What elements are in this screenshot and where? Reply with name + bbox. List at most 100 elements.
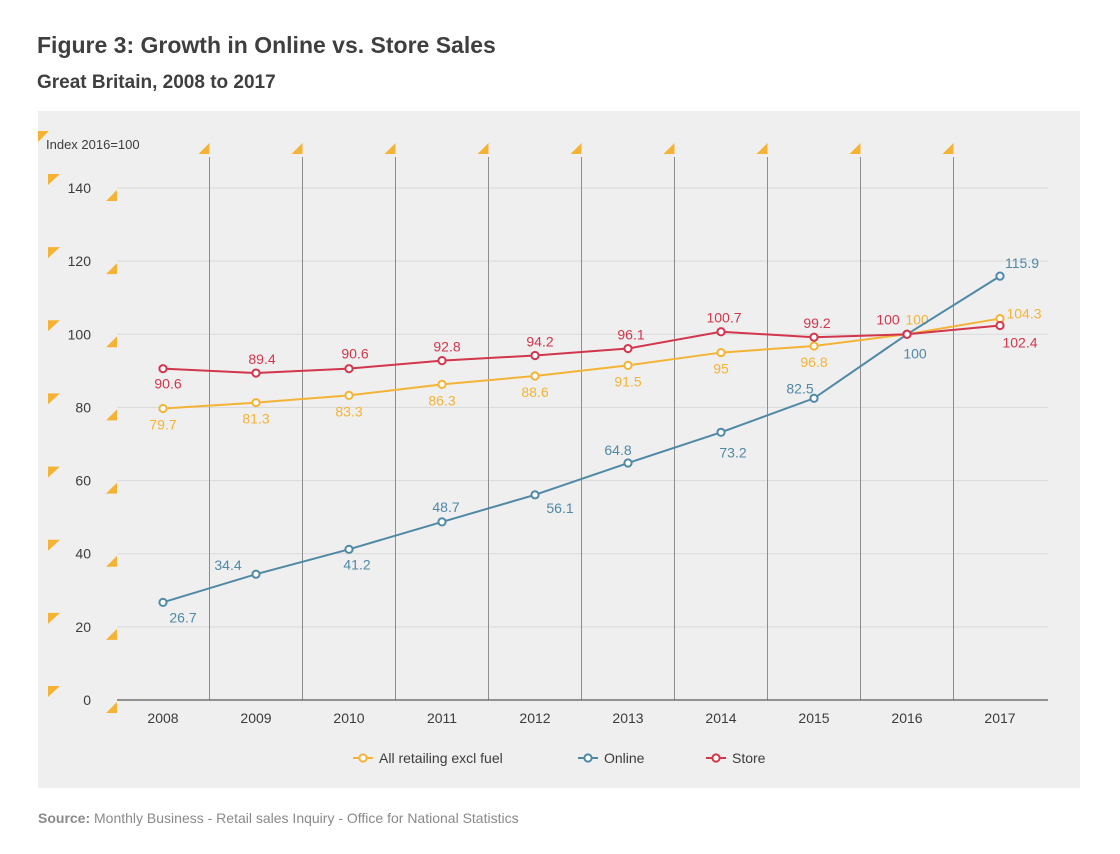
- data-point: [437, 379, 447, 389]
- data-label: 100: [903, 345, 927, 361]
- y-tick-label: 80: [75, 399, 91, 415]
- series-line: [162, 317, 1001, 410]
- data-label: 102.4: [1002, 335, 1037, 351]
- data-label: 100: [905, 311, 929, 327]
- data-label: 100.7: [706, 310, 741, 326]
- data-label: 41.2: [343, 556, 370, 572]
- ytick-marker-left: [48, 174, 60, 185]
- data-label: 91.5: [614, 373, 641, 389]
- series-line: [162, 324, 1001, 375]
- data-point: [809, 341, 819, 351]
- ytick-marker-right: [106, 702, 117, 713]
- data-label: 79.7: [149, 417, 176, 433]
- x-tick-label: 2015: [798, 710, 829, 726]
- data-point: [809, 393, 819, 403]
- x-tick-label: 2010: [333, 710, 364, 726]
- line-chart: 0 20 40 60 80 100 120 140 2008 2009 2010 2011 2012 20…: [38, 131, 1048, 766]
- ytick-marker-left: [48, 539, 60, 551]
- data-point: [344, 390, 354, 400]
- data-point: [158, 403, 168, 414]
- ytick-marker-left: [48, 612, 60, 624]
- column-top-marker: [570, 143, 582, 154]
- data-point: [716, 347, 726, 358]
- source-note: Source: Monthly Business - Retail sales …: [38, 810, 519, 826]
- data-label: 99.2: [803, 315, 830, 331]
- ytick-marker-left: [48, 320, 60, 332]
- data-label: 86.3: [428, 392, 455, 408]
- chart-panel: [38, 111, 1080, 788]
- y-tick-label: 40: [75, 546, 91, 562]
- data-label: 88.6: [521, 384, 548, 400]
- data-point: [251, 398, 261, 408]
- legend-marker: [358, 753, 368, 763]
- data-label: 100: [876, 311, 900, 327]
- data-label: 115.9: [1005, 255, 1039, 271]
- data-point: [716, 427, 726, 437]
- data-label: 83.3: [335, 403, 362, 419]
- y-tick-label: 140: [68, 180, 92, 196]
- data-label: 26.7: [169, 609, 196, 625]
- data-point: [158, 597, 168, 607]
- legend-marker: [583, 753, 593, 763]
- data-point: [251, 569, 261, 579]
- data-point: [995, 320, 1005, 331]
- data-point: [623, 360, 633, 370]
- data-label: 56.1: [546, 500, 573, 516]
- source-text: Monthly Business - Retail sales Inquiry …: [94, 810, 519, 826]
- data-point: [995, 271, 1005, 281]
- y-tick-label: 120: [68, 253, 92, 269]
- data-label: 104.3: [1006, 306, 1041, 322]
- chart-title: Figure 3: Growth in Online vs. Store Sal…: [37, 32, 496, 58]
- x-tick-label: 2012: [519, 710, 550, 726]
- x-tick-label: 2008: [147, 710, 178, 726]
- data-label: 95: [713, 361, 729, 377]
- data-point: [251, 368, 261, 378]
- column-top-marker: [198, 143, 210, 154]
- ytick-marker-left: [48, 393, 60, 405]
- ytick-marker-right: [106, 336, 117, 348]
- y-tick-label: 60: [75, 473, 91, 489]
- data-label: 96.8: [800, 354, 827, 370]
- data-point: [623, 343, 633, 354]
- x-tick-label: 2016: [891, 710, 922, 726]
- column-top-marker: [291, 143, 303, 154]
- x-tick-label: 2017: [984, 710, 1015, 726]
- ytick-marker-right: [106, 263, 117, 275]
- data-point: [530, 350, 540, 361]
- y-tick-label: 20: [75, 619, 91, 635]
- series-line: [162, 275, 1001, 604]
- column-top-marker: [663, 143, 675, 154]
- ytick-marker-right: [106, 482, 117, 494]
- y-axis-title: Index 2016=100: [46, 137, 140, 152]
- data-label: 90.6: [341, 346, 368, 362]
- legend-label: Online: [604, 750, 645, 766]
- data-point: [437, 356, 447, 366]
- data-label: 82.5: [786, 380, 813, 396]
- data-point: [716, 327, 726, 337]
- data-point: [902, 329, 912, 339]
- data-label: 90.6: [154, 376, 181, 392]
- data-label: 94.2: [526, 333, 553, 349]
- x-tick-label: 2014: [705, 710, 736, 726]
- data-label: 96.1: [617, 327, 644, 343]
- source-label: Source:: [38, 810, 91, 826]
- ytick-marker-right: [106, 628, 117, 640]
- column-top-marker: [849, 143, 861, 154]
- legend-marker: [711, 753, 721, 763]
- axis-title-marker: [38, 131, 49, 142]
- ytick-marker-right: [106, 190, 117, 201]
- data-label: 34.4: [214, 557, 241, 573]
- data-point: [623, 458, 633, 468]
- data-point: [437, 517, 447, 527]
- ytick-marker-right: [106, 555, 117, 567]
- chart-subtitle: Great Britain, 2008 to 2017: [37, 72, 276, 93]
- x-tick-label: 2011: [427, 710, 457, 726]
- data-point: [530, 371, 540, 381]
- ytick-marker-left: [48, 247, 60, 259]
- data-point: [809, 332, 819, 342]
- column-top-marker: [942, 143, 954, 154]
- data-label: 89.4: [248, 351, 275, 367]
- data-point: [158, 364, 168, 374]
- ytick-marker-right: [106, 409, 117, 421]
- column-top-marker: [384, 143, 396, 154]
